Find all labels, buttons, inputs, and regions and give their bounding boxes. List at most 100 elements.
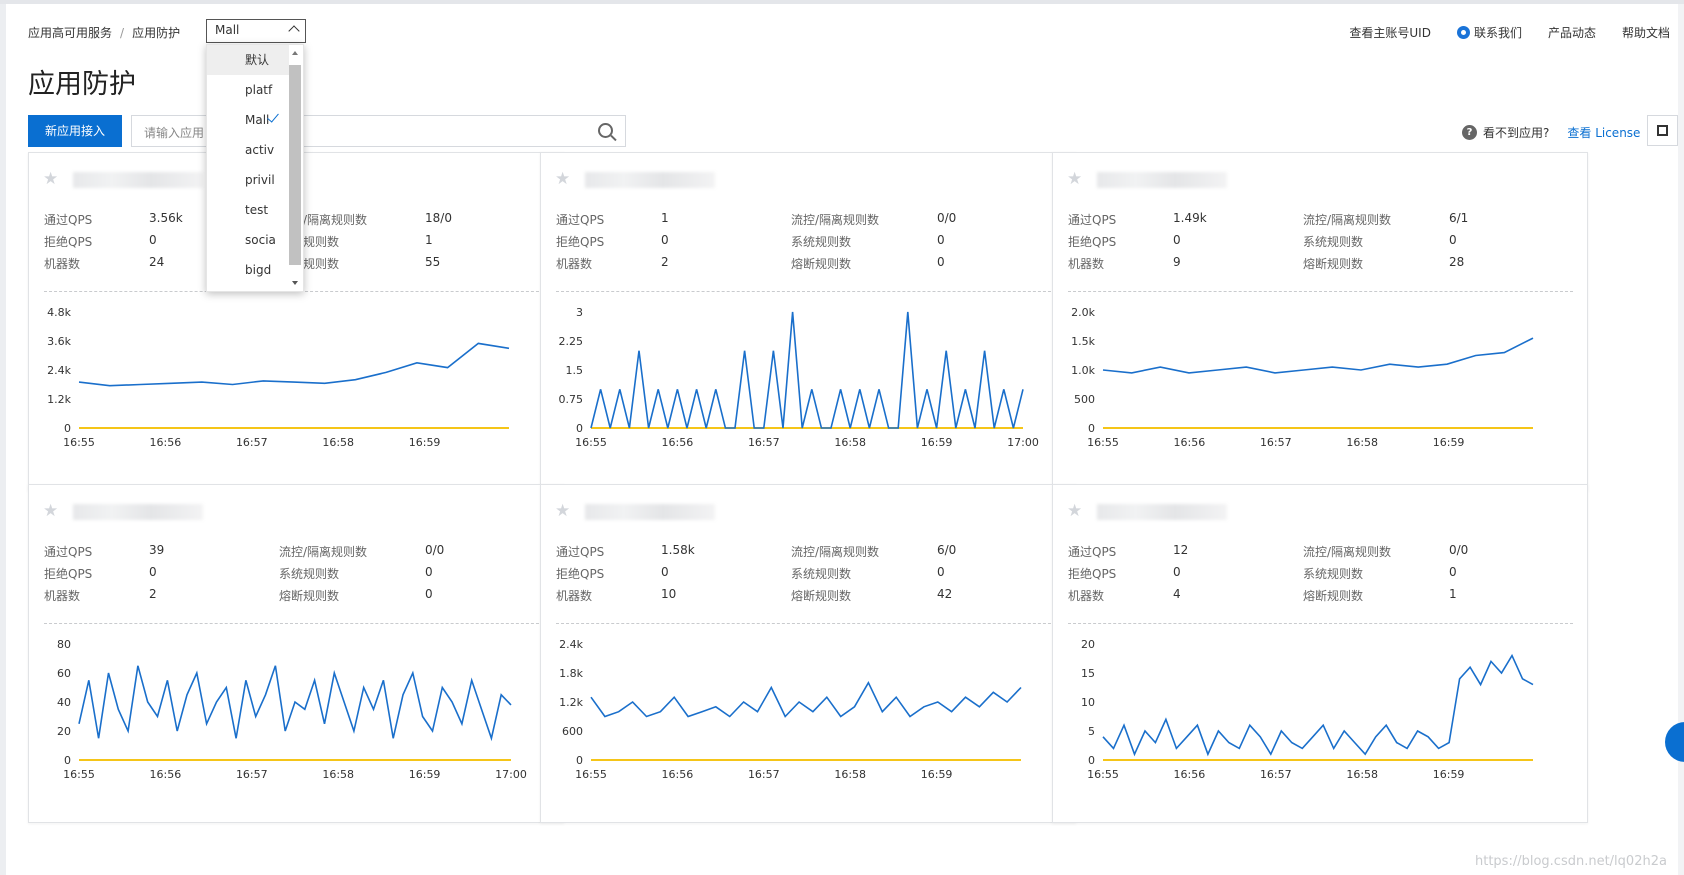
view-uid-link[interactable]: 查看主账号UID — [1349, 24, 1431, 41]
y-tick-label: 600 — [562, 725, 583, 738]
metric-block-qps: 拒绝QPS 0 — [44, 565, 157, 582]
metric-machines: 机器数 4 — [1068, 587, 1181, 604]
metric-degrade-rules: 熔断规则数 28 — [1303, 255, 1464, 272]
x-tick-label: 16:58 — [322, 768, 354, 781]
metric-block-qps: 拒绝QPS 0 — [556, 565, 669, 582]
metric-machines: 机器数 24 — [44, 255, 164, 272]
question-icon: ? — [1462, 125, 1477, 140]
breadcrumb-root[interactable]: 应用高可用服务 — [28, 26, 113, 40]
metric-value: 0 — [425, 565, 433, 579]
view-uid-label: 查看主账号UID — [1349, 26, 1431, 40]
app-name[interactable] — [585, 172, 715, 188]
qps-chart[interactable]: 0 1.2k 2.4k 3.6k 4.8k 16:55 16:56 16:57 16:58 16:… — [29, 298, 565, 458]
x-tick-label: 16:55 — [575, 768, 607, 781]
y-tick-label: 1.5k — [1071, 335, 1095, 348]
app-name[interactable] — [1097, 172, 1227, 188]
metric-machines: 机器数 9 — [1068, 255, 1181, 272]
watermark: https://blog.csdn.net/lq02h2a — [1475, 854, 1667, 869]
dropdown-option[interactable]: bigd — [207, 255, 289, 285]
dropdown-option[interactable]: 默认 — [207, 45, 289, 75]
y-tick-label: 20 — [57, 725, 71, 738]
x-tick-label: 16:59 — [409, 436, 441, 449]
scroll-down-icon[interactable] — [292, 281, 298, 285]
help-docs-link[interactable]: 帮助文档 — [1622, 24, 1670, 41]
star-icon[interactable]: ★ — [555, 169, 571, 189]
metric-block-qps: 拒绝QPS 0 — [556, 233, 669, 250]
x-tick-label: 16:57 — [236, 768, 268, 781]
y-tick-label: 1.0k — [1071, 364, 1095, 377]
x-tick-label: 17:00 — [495, 768, 527, 781]
app-name[interactable] — [73, 504, 203, 520]
app-card[interactable]: ★ 通过QPS 1.58k 流控/隔离规则数 6/0 拒绝QPS 0 系统规则数 0 机器数 10 熔… — [540, 484, 1076, 823]
star-icon[interactable]: ★ — [1067, 501, 1083, 521]
qps-chart[interactable]: 0 0.75 1.5 2.25 3 16:55 16:56 16:57 16:58 16:59 17… — [541, 298, 1077, 458]
contact-link[interactable]: 联系我们 — [1456, 24, 1522, 41]
dropdown-option[interactable]: Mall — [207, 105, 289, 135]
metric-value: 10 — [661, 587, 677, 601]
x-tick-label: 16:57 — [236, 436, 268, 449]
qps-chart[interactable]: 0 500 1.0k 1.5k 2.0k 16:55 16:56 16:57 16:58 16:5… — [1053, 298, 1589, 458]
app-name[interactable] — [1097, 504, 1227, 520]
app-select[interactable]: Mall — [206, 19, 306, 43]
fullscreen-icon-corner — [1662, 130, 1668, 136]
star-icon[interactable]: ★ — [1067, 169, 1083, 189]
card-divider — [1068, 291, 1573, 292]
y-tick-label: 0 — [1088, 422, 1095, 435]
metric-label: 系统规则数 — [1303, 235, 1364, 249]
star-icon[interactable]: ★ — [43, 501, 59, 521]
x-tick-label: 16:56 — [1174, 436, 1206, 449]
metric-value: 12 — [1173, 543, 1189, 557]
metric-label: 熔断规则数 — [1303, 589, 1364, 603]
metric-machines: 机器数 2 — [44, 587, 157, 604]
x-tick-label: 16:55 — [63, 436, 95, 449]
chevron-up-icon — [288, 25, 300, 37]
dropdown-scrollbar[interactable] — [289, 49, 301, 287]
qps-chart[interactable]: 0 600 1.2k 1.8k 2.4k 16:55 16:56 16:57 16:58 16:5… — [541, 630, 1077, 790]
app-card[interactable]: ★ 通过QPS 1 流控/隔离规则数 0/0 拒绝QPS 0 系统规则数 0 机器数 2 熔断规则数 0… — [540, 152, 1076, 491]
dropdown-option[interactable]: privil — [207, 165, 289, 195]
product-news-link[interactable]: 产品动态 — [1548, 24, 1596, 41]
fullscreen-button[interactable] — [1647, 115, 1678, 146]
new-app-button[interactable]: 新应用接入 — [28, 115, 122, 147]
metric-label: 拒绝QPS — [1068, 235, 1117, 249]
metric-label: 通过QPS — [556, 545, 605, 559]
scroll-up-icon[interactable] — [292, 51, 298, 55]
breadcrumb: 应用高可用服务 / 应用防护 — [28, 24, 180, 41]
y-tick-label: 20 — [1081, 638, 1095, 651]
card-divider — [556, 291, 1061, 292]
metric-flow-rules: 流控/隔离规则数 0/0 — [1303, 543, 1468, 560]
qps-chart[interactable]: 0 20 40 60 80 16:55 16:56 16:57 16:58 16:59 17:00 — [29, 630, 565, 790]
dropdown-option-label: bigd — [245, 263, 272, 277]
star-icon[interactable]: ★ — [555, 501, 571, 521]
y-tick-label: 80 — [57, 638, 71, 651]
view-license-link[interactable]: 查看 License — [1567, 126, 1641, 140]
app-card[interactable]: ★ 通过QPS 1.49k 流控/隔离规则数 6/1 拒绝QPS 0 系统规则数 0 机器数 9 熔断… — [1052, 152, 1588, 491]
x-tick-label: 16:56 — [662, 768, 694, 781]
floating-help-button[interactable] — [1665, 722, 1684, 762]
search-icon[interactable] — [598, 123, 613, 138]
metric-system-rules: 系统规则数 0 — [1303, 565, 1457, 582]
metric-value: 1.58k — [661, 543, 695, 557]
star-icon[interactable]: ★ — [43, 169, 59, 189]
dropdown-option[interactable]: socia — [207, 225, 289, 255]
metric-value: 9 — [1173, 255, 1181, 269]
dropdown-option[interactable]: platf — [207, 75, 289, 105]
app-name[interactable] — [585, 504, 715, 520]
metric-label: 拒绝QPS — [556, 567, 605, 581]
app-select-dropdown: bigd socia test privil activ Mall platf 默认 — [206, 44, 304, 292]
y-tick-label: 2.25 — [559, 335, 584, 348]
app-card[interactable]: ★ 通过QPS 39 流控/隔离规则数 0/0 拒绝QPS 0 系统规则数 0 机器数 2 熔断规则数… — [28, 484, 564, 823]
dropdown-option[interactable]: test — [207, 195, 289, 225]
app-name[interactable] — [73, 172, 203, 188]
y-tick-label: 60 — [57, 667, 71, 680]
dropdown-option-label: activ — [245, 143, 275, 157]
app-card[interactable]: ★ 通过QPS 12 流控/隔离规则数 0/0 拒绝QPS 0 系统规则数 0 机器数 4 熔断规则数… — [1052, 484, 1588, 823]
scroll-thumb[interactable] — [289, 65, 301, 265]
dropdown-option[interactable]: activ — [207, 135, 289, 165]
series-pass-qps — [78, 342, 510, 387]
y-tick-label: 10 — [1081, 696, 1095, 709]
metric-value: 0/0 — [937, 211, 957, 225]
x-tick-label: 16:58 — [834, 768, 866, 781]
qps-chart[interactable]: 0 5 10 15 20 16:55 16:56 16:57 16:58 16:59 — [1053, 630, 1589, 790]
metric-value: 18/0 — [425, 211, 452, 225]
